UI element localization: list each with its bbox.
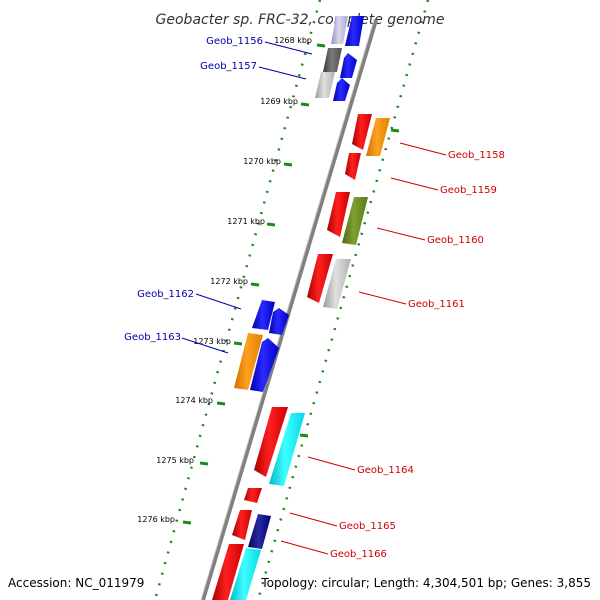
gene-feature[interactable] — [352, 114, 372, 150]
major-tick — [300, 102, 310, 107]
major-tick — [216, 401, 226, 406]
gene-feature[interactable] — [254, 407, 288, 477]
kbp-label: 1271 kbp — [227, 217, 265, 226]
gene-feature[interactable] — [342, 197, 368, 245]
gene-feature[interactable] — [366, 118, 390, 156]
gene-label-geob-1163[interactable]: Geob_1163 — [124, 332, 181, 343]
kbp-label: 1270 kbp — [243, 157, 281, 166]
gene-label-geob-1164[interactable]: Geob_1164 — [357, 465, 414, 476]
gene-feature[interactable] — [331, 16, 348, 44]
gene-feature[interactable] — [345, 16, 364, 46]
gene-feature[interactable] — [333, 78, 350, 101]
gene-feature[interactable] — [232, 510, 252, 540]
reverse-strand-genes — [234, 16, 364, 392]
leader-line — [390, 177, 439, 191]
gene-feature[interactable] — [250, 338, 279, 392]
kbp-label: 1276 kbp — [137, 515, 175, 524]
gene-label-geob-1160[interactable]: Geob_1160 — [427, 235, 484, 246]
leader-line — [258, 66, 307, 80]
gene-label-geob-1156[interactable]: Geob_1156 — [206, 36, 263, 47]
kbp-labels: 1268 kbp 1269 kbp 1270 kbp 1271 kbp 1272… — [137, 36, 312, 524]
outer-ring-dashes — [299, 128, 400, 438]
forward-strand-genes — [212, 114, 390, 600]
leader-line — [289, 512, 338, 527]
leader-line — [181, 337, 229, 354]
gene-feature[interactable] — [307, 254, 333, 303]
gene-feature[interactable] — [345, 153, 361, 180]
gene-feature[interactable] — [340, 53, 357, 78]
major-tick — [283, 162, 293, 167]
leader-line — [280, 540, 329, 555]
gene-label-geob-1159[interactable]: Geob_1159 — [440, 185, 497, 196]
gene-feature[interactable] — [248, 514, 271, 549]
major-tick — [182, 520, 192, 525]
gene-label-geob-1166[interactable]: Geob_1166 — [330, 549, 387, 560]
major-tick — [250, 282, 260, 287]
leader-line — [307, 456, 356, 471]
leader-line — [264, 41, 313, 55]
accession-text: Accession: NC_011979 — [8, 576, 144, 590]
gene-feature[interactable] — [230, 548, 261, 600]
map-title: Geobacter sp. FRC-32, complete genome — [156, 12, 445, 28]
kbp-label: 1274 kbp — [175, 396, 213, 405]
gene-label-geob-1161[interactable]: Geob_1161 — [408, 299, 465, 310]
gene-feature[interactable] — [244, 488, 262, 503]
gene-label-geob-1162[interactable]: Geob_1162 — [137, 289, 194, 300]
gene-label-geob-1158[interactable]: Geob_1158 — [448, 150, 505, 161]
gene-feature[interactable] — [234, 333, 263, 390]
genome-backbone-highlight — [200, 19, 375, 600]
outer-tick — [390, 128, 400, 133]
gene-labels: Geob_1156 Geob_1157 Geob_1158 Geob_1159 … — [124, 36, 505, 560]
gene-label-geob-1157[interactable]: Geob_1157 — [200, 61, 257, 72]
gene-label-geob-1165[interactable]: Geob_1165 — [339, 521, 396, 532]
major-tick — [266, 222, 276, 227]
gene-feature[interactable] — [323, 48, 342, 72]
genome-backbone — [201, 19, 378, 600]
gene-feature[interactable] — [315, 72, 335, 98]
outer-tick — [299, 433, 309, 438]
gene-feature[interactable] — [269, 308, 289, 335]
kbp-label: 1272 kbp — [210, 277, 248, 286]
inner-tick-ring — [153, 0, 322, 600]
gene-feature[interactable] — [212, 544, 244, 600]
leader-line — [376, 227, 426, 241]
kbp-label: 1269 kbp — [260, 97, 298, 106]
gene-feature[interactable] — [323, 259, 351, 309]
gene-feature[interactable] — [327, 192, 350, 237]
major-tick — [316, 43, 326, 48]
kbp-major-ticks — [182, 43, 326, 525]
leader-line — [358, 291, 407, 305]
leader-line — [195, 293, 242, 310]
genome-summary-text: Topology: circular; Length: 4,304,501 bp… — [260, 576, 591, 590]
major-tick — [233, 341, 243, 346]
kbp-label: 1275 kbp — [156, 456, 194, 465]
kbp-label: 1273 kbp — [193, 337, 231, 346]
leader-lines — [181, 41, 447, 555]
major-tick — [199, 461, 209, 466]
gene-feature[interactable] — [252, 300, 275, 330]
gene-feature[interactable] — [269, 413, 305, 486]
kbp-label: 1268 kbp — [274, 36, 312, 45]
leader-line — [399, 142, 447, 156]
